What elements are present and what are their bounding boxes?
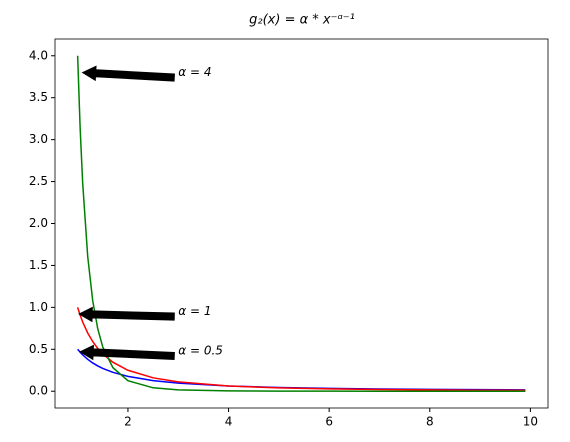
y-tick-label: 1.0 xyxy=(29,300,48,314)
y-tick-label: 3.0 xyxy=(29,132,48,146)
annotation-arrow xyxy=(81,65,175,82)
y-tick-label: 3.5 xyxy=(29,90,48,104)
x-tick-label: 2 xyxy=(124,415,132,429)
x-tick-label: 8 xyxy=(426,415,434,429)
annotation-arrow xyxy=(78,306,175,323)
x-tick-label: 4 xyxy=(225,415,233,429)
annotation-text: α = 1 xyxy=(178,304,211,318)
plot-frame xyxy=(54,38,549,409)
annotation-text: α = 4 xyxy=(178,65,211,79)
y-tick-label: 0.0 xyxy=(29,384,48,398)
y-tick-label: 1.5 xyxy=(29,258,48,272)
x-tick-label: 6 xyxy=(325,415,333,429)
y-tick-label: 2.0 xyxy=(29,216,48,230)
annotation-text: α = 0.5 xyxy=(178,343,223,357)
x-tick-label: 10 xyxy=(523,415,538,429)
annotation-arrow xyxy=(79,344,175,361)
series-line xyxy=(76,55,526,392)
y-tick-label: 0.5 xyxy=(29,342,48,356)
chart-title: g₂(x) = α * x⁻ᵅ⁻¹ xyxy=(249,13,355,28)
y-tick-label: 2.5 xyxy=(29,174,48,188)
series-line xyxy=(76,307,526,392)
y-tick-label: 4.0 xyxy=(29,48,48,62)
